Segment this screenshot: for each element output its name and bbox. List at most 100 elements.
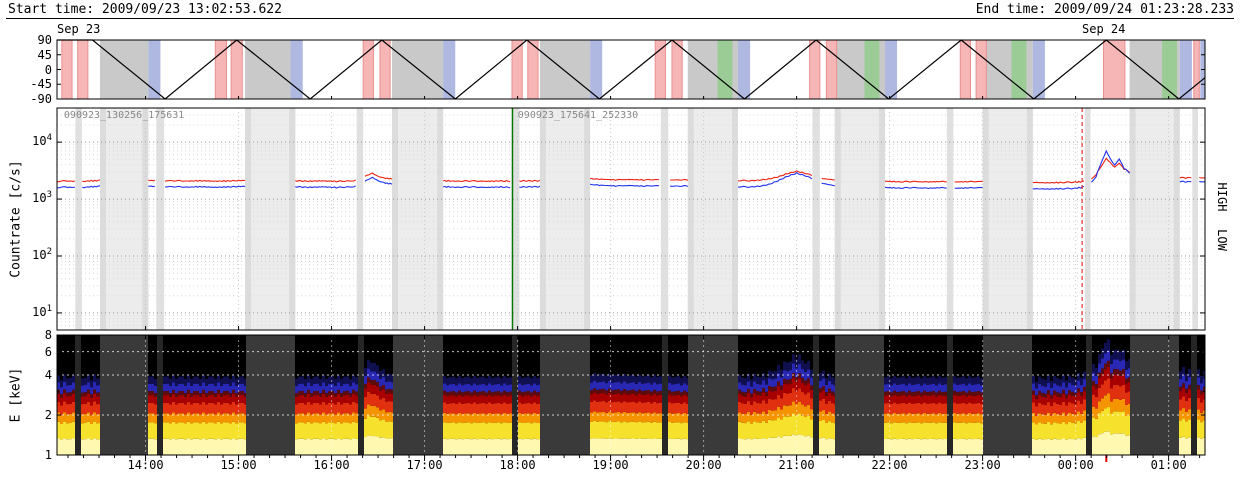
- spectrogram-band: [473, 383, 476, 391]
- spectrogram-band: [476, 377, 479, 386]
- spectrogram-band: [452, 422, 455, 439]
- spectrogram-band: [980, 378, 983, 386]
- spectrogram-band: [1077, 411, 1080, 422]
- spectrogram-band: [962, 376, 965, 384]
- spectrogram-band: [798, 413, 801, 435]
- spectrogram-band: [66, 414, 69, 424]
- spectrogram-band: [923, 402, 926, 414]
- pink-flag-band: [379, 39, 391, 100]
- spectrogram-band: [956, 439, 959, 455]
- spectrogram-band: [935, 378, 938, 386]
- spectrogram-band: [66, 423, 69, 440]
- spectrogram-band: [166, 395, 169, 403]
- spectrogram-band: [786, 393, 789, 406]
- spectrogram-band: [1110, 413, 1113, 435]
- spectrogram-band: [759, 395, 762, 404]
- spectrogram-band: [756, 402, 759, 414]
- spectrogram-band: [905, 404, 908, 415]
- spectrogram-band: [917, 376, 920, 384]
- spectrogram-band: [509, 377, 512, 385]
- spectrogram-band: [163, 402, 166, 414]
- night-edge-shade: [584, 108, 591, 330]
- energy-tick-label: 1: [44, 448, 52, 462]
- spectrogram-band: [656, 413, 659, 423]
- spectrogram-band: [217, 438, 220, 455]
- spectrogram-band: [461, 403, 464, 414]
- spectrogram-band: [190, 423, 193, 440]
- spectrogram-band: [340, 396, 343, 405]
- spectrogram-band: [226, 376, 229, 384]
- spectrogram-band: [1038, 395, 1041, 403]
- spectrogram-band: [370, 384, 373, 394]
- spectrogram-band: [686, 422, 688, 440]
- spectrogram-band: [455, 439, 458, 455]
- spectrogram-band: [340, 439, 343, 455]
- spectrogram-band: [905, 423, 908, 440]
- spectrogram-band: [923, 376, 926, 384]
- spectrogram-band: [671, 391, 674, 396]
- spectrogram-band: [1113, 369, 1116, 375]
- spectrogram-band: [148, 383, 151, 392]
- spectrogram-band: [965, 392, 968, 397]
- spectrogram-band: [93, 412, 96, 422]
- spectrogram-band: [819, 421, 822, 439]
- spectrogram-band: [178, 438, 181, 455]
- spectrogram-band: [738, 393, 741, 402]
- spectrogram-band: [1047, 390, 1050, 395]
- end-time-label: End time: 2009/09/24 01:23:28.233: [975, 2, 1234, 17]
- spectrogram-band: [518, 422, 521, 439]
- x-tick-label: 17:00: [406, 458, 443, 472]
- spectrogram-band: [920, 385, 923, 393]
- spectrogram-band: [232, 382, 235, 390]
- spectrogram-band: [1125, 369, 1128, 379]
- spectrogram-band: [744, 396, 747, 404]
- spectrogram-band: [1044, 439, 1047, 455]
- spectrogram-band: [473, 376, 476, 384]
- spectrogram-band: [497, 376, 500, 384]
- spectrogram-band: [479, 422, 482, 439]
- spectrogram-band: [1200, 390, 1203, 395]
- spectrogram-band: [762, 411, 765, 421]
- spectrogram-band: [671, 439, 674, 455]
- spectrogram-band: [530, 439, 533, 455]
- spectrogram-band: [238, 422, 241, 439]
- spectrogram-band: [959, 403, 962, 414]
- spectrogram-band: [932, 394, 935, 403]
- spectrogram-band: [223, 422, 226, 439]
- spectrogram-band: [605, 412, 608, 423]
- spectrogram-band: [638, 389, 641, 394]
- spectrogram-band: [184, 393, 187, 397]
- spectrogram-band: [244, 379, 246, 387]
- spectrogram-band: [497, 383, 500, 392]
- spectrogram-band: [232, 375, 235, 383]
- spectrogram-band: [1047, 421, 1050, 439]
- spectrogram-band: [84, 439, 87, 455]
- spectrogram-band: [355, 403, 358, 414]
- spectrogram-band: [379, 378, 382, 387]
- spectrogram-band: [765, 439, 768, 455]
- spectrogram-band: [506, 403, 509, 414]
- spectrogram-band: [491, 377, 494, 386]
- spectrogram-band: [154, 404, 157, 415]
- spectrogram-band: [620, 438, 623, 455]
- spectrogram-band: [656, 422, 659, 439]
- blue-flag-band: [884, 40, 898, 99]
- spectrogram-band: [500, 378, 503, 386]
- spectrogram-band: [1035, 424, 1038, 440]
- spectrogram-band: [1182, 383, 1185, 388]
- spectrogram-band: [476, 392, 479, 397]
- spectrogram-band: [491, 439, 494, 455]
- spectrogram-band: [596, 375, 599, 383]
- spectrogram-band: [373, 416, 376, 437]
- spectrogram-band: [452, 402, 455, 414]
- spectrogram-band: [602, 388, 605, 394]
- spectrogram-band: [977, 394, 980, 403]
- spectrogram-band: [780, 409, 783, 420]
- spectrogram-band: [1038, 391, 1041, 396]
- spectrogram-band: [908, 413, 911, 423]
- spectrogram-band: [1104, 431, 1107, 455]
- spectrogram-band: [316, 402, 319, 414]
- spectrogram-band: [1080, 384, 1083, 393]
- spectrogram-band: [1062, 389, 1065, 394]
